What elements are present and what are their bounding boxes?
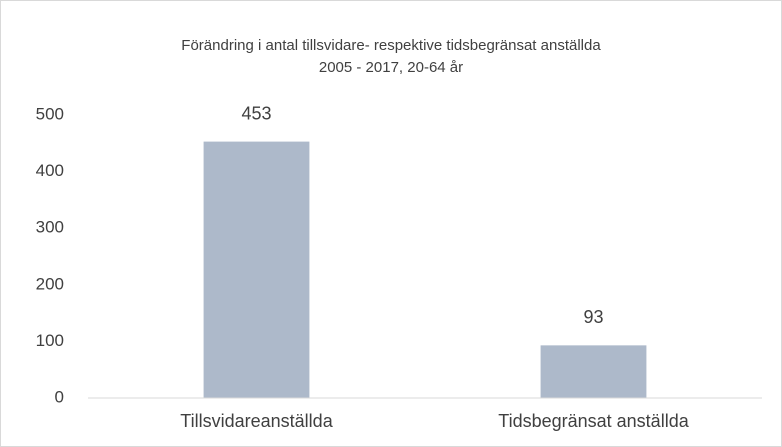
y-tick-label: 0 (55, 387, 64, 406)
bar (540, 345, 647, 398)
x-tick-label: Tillsvidareanställda (180, 411, 333, 431)
y-tick-label: 200 (36, 274, 64, 293)
y-tick-label: 300 (36, 218, 64, 237)
bar (203, 141, 310, 399)
x-tick-label: Tidsbegränsat anställda (498, 411, 689, 431)
y-tick-label: 100 (36, 331, 64, 350)
y-tick-label: 500 (36, 104, 64, 123)
value-label: 453 (241, 103, 271, 123)
chart-title: Förändring i antal tillsvidare- respekti… (181, 37, 601, 54)
value-label: 93 (583, 307, 603, 327)
chart-subtitle: 2005 - 2017, 20-64 år (319, 59, 463, 76)
y-tick-label: 400 (36, 161, 64, 180)
